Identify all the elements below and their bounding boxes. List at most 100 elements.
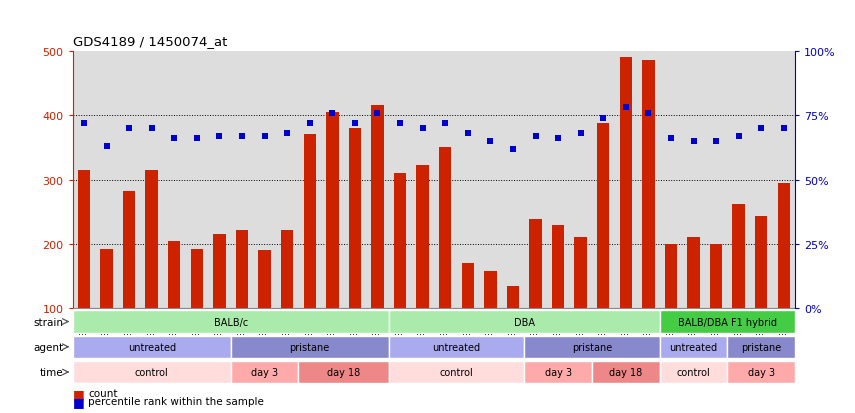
- Point: [619, 105, 633, 112]
- Point: [597, 115, 610, 122]
- Bar: [191, 249, 203, 309]
- Point: [664, 135, 678, 142]
- Bar: [416, 166, 429, 309]
- Point: [461, 131, 475, 137]
- Bar: [484, 271, 497, 309]
- Point: [439, 120, 452, 127]
- Bar: [733, 204, 745, 309]
- Bar: [660, 336, 728, 358]
- Text: day 3: day 3: [251, 367, 278, 377]
- Point: [168, 135, 181, 142]
- Point: [122, 126, 136, 132]
- Text: untreated: untreated: [669, 342, 717, 352]
- Text: control: control: [135, 367, 168, 377]
- Bar: [755, 217, 768, 309]
- Bar: [73, 311, 389, 333]
- Point: [732, 133, 746, 140]
- Bar: [236, 230, 248, 309]
- Bar: [575, 238, 587, 309]
- Bar: [73, 336, 231, 358]
- Bar: [660, 311, 795, 333]
- Point: [687, 138, 700, 145]
- Bar: [665, 244, 677, 309]
- Bar: [231, 336, 389, 358]
- Text: pristane: pristane: [741, 342, 781, 352]
- Bar: [304, 135, 316, 309]
- Text: ■: ■: [73, 395, 85, 408]
- Point: [213, 133, 227, 140]
- Point: [754, 126, 768, 132]
- Text: percentile rank within the sample: percentile rank within the sample: [88, 396, 264, 406]
- Bar: [371, 106, 384, 309]
- Bar: [100, 249, 113, 309]
- Bar: [687, 238, 699, 309]
- Bar: [231, 361, 298, 383]
- Bar: [710, 244, 722, 309]
- Point: [303, 120, 316, 127]
- Text: control: control: [676, 367, 711, 377]
- Point: [257, 133, 271, 140]
- Point: [77, 120, 91, 127]
- Text: day 18: day 18: [327, 367, 360, 377]
- Bar: [349, 129, 361, 309]
- Bar: [529, 220, 542, 309]
- Point: [190, 135, 203, 142]
- Text: GDS4189 / 1450074_at: GDS4189 / 1450074_at: [73, 35, 227, 47]
- Bar: [123, 192, 135, 309]
- Bar: [728, 336, 795, 358]
- Point: [348, 120, 362, 127]
- Point: [326, 110, 339, 116]
- Bar: [389, 361, 524, 383]
- Bar: [73, 361, 231, 383]
- Text: ■: ■: [73, 387, 85, 400]
- Bar: [394, 173, 406, 309]
- Text: pristane: pristane: [572, 342, 612, 352]
- Bar: [168, 241, 180, 309]
- Bar: [597, 123, 610, 309]
- Bar: [728, 361, 795, 383]
- Point: [144, 126, 158, 132]
- Point: [393, 120, 407, 127]
- Text: count: count: [88, 388, 118, 398]
- Text: untreated: untreated: [433, 342, 481, 352]
- Bar: [439, 148, 451, 309]
- Point: [370, 110, 384, 116]
- Point: [506, 146, 520, 152]
- Bar: [389, 336, 524, 358]
- Bar: [389, 311, 660, 333]
- Bar: [326, 113, 339, 309]
- Point: [777, 126, 791, 132]
- Text: day 18: day 18: [610, 367, 642, 377]
- Text: pristane: pristane: [290, 342, 330, 352]
- Bar: [524, 361, 592, 383]
- Text: time: time: [40, 367, 63, 377]
- Bar: [778, 183, 790, 309]
- Bar: [660, 361, 728, 383]
- Text: untreated: untreated: [127, 342, 176, 352]
- Point: [280, 131, 294, 137]
- Point: [484, 138, 498, 145]
- Text: strain: strain: [33, 317, 63, 327]
- Bar: [551, 225, 564, 309]
- Point: [574, 131, 587, 137]
- Point: [528, 133, 542, 140]
- Bar: [592, 361, 660, 383]
- Point: [710, 138, 723, 145]
- Point: [100, 143, 114, 150]
- Point: [551, 135, 565, 142]
- Bar: [145, 171, 158, 309]
- Text: day 3: day 3: [748, 367, 775, 377]
- Bar: [298, 361, 389, 383]
- Text: BALB/DBA F1 hybrid: BALB/DBA F1 hybrid: [678, 317, 777, 327]
- Text: BALB/c: BALB/c: [214, 317, 248, 327]
- Point: [641, 110, 655, 116]
- Bar: [78, 171, 90, 309]
- Bar: [524, 336, 660, 358]
- Bar: [642, 61, 655, 309]
- Point: [235, 133, 249, 140]
- Text: DBA: DBA: [514, 317, 534, 327]
- Text: control: control: [439, 367, 474, 377]
- Bar: [507, 286, 519, 309]
- Text: day 3: day 3: [545, 367, 572, 377]
- Point: [416, 126, 429, 132]
